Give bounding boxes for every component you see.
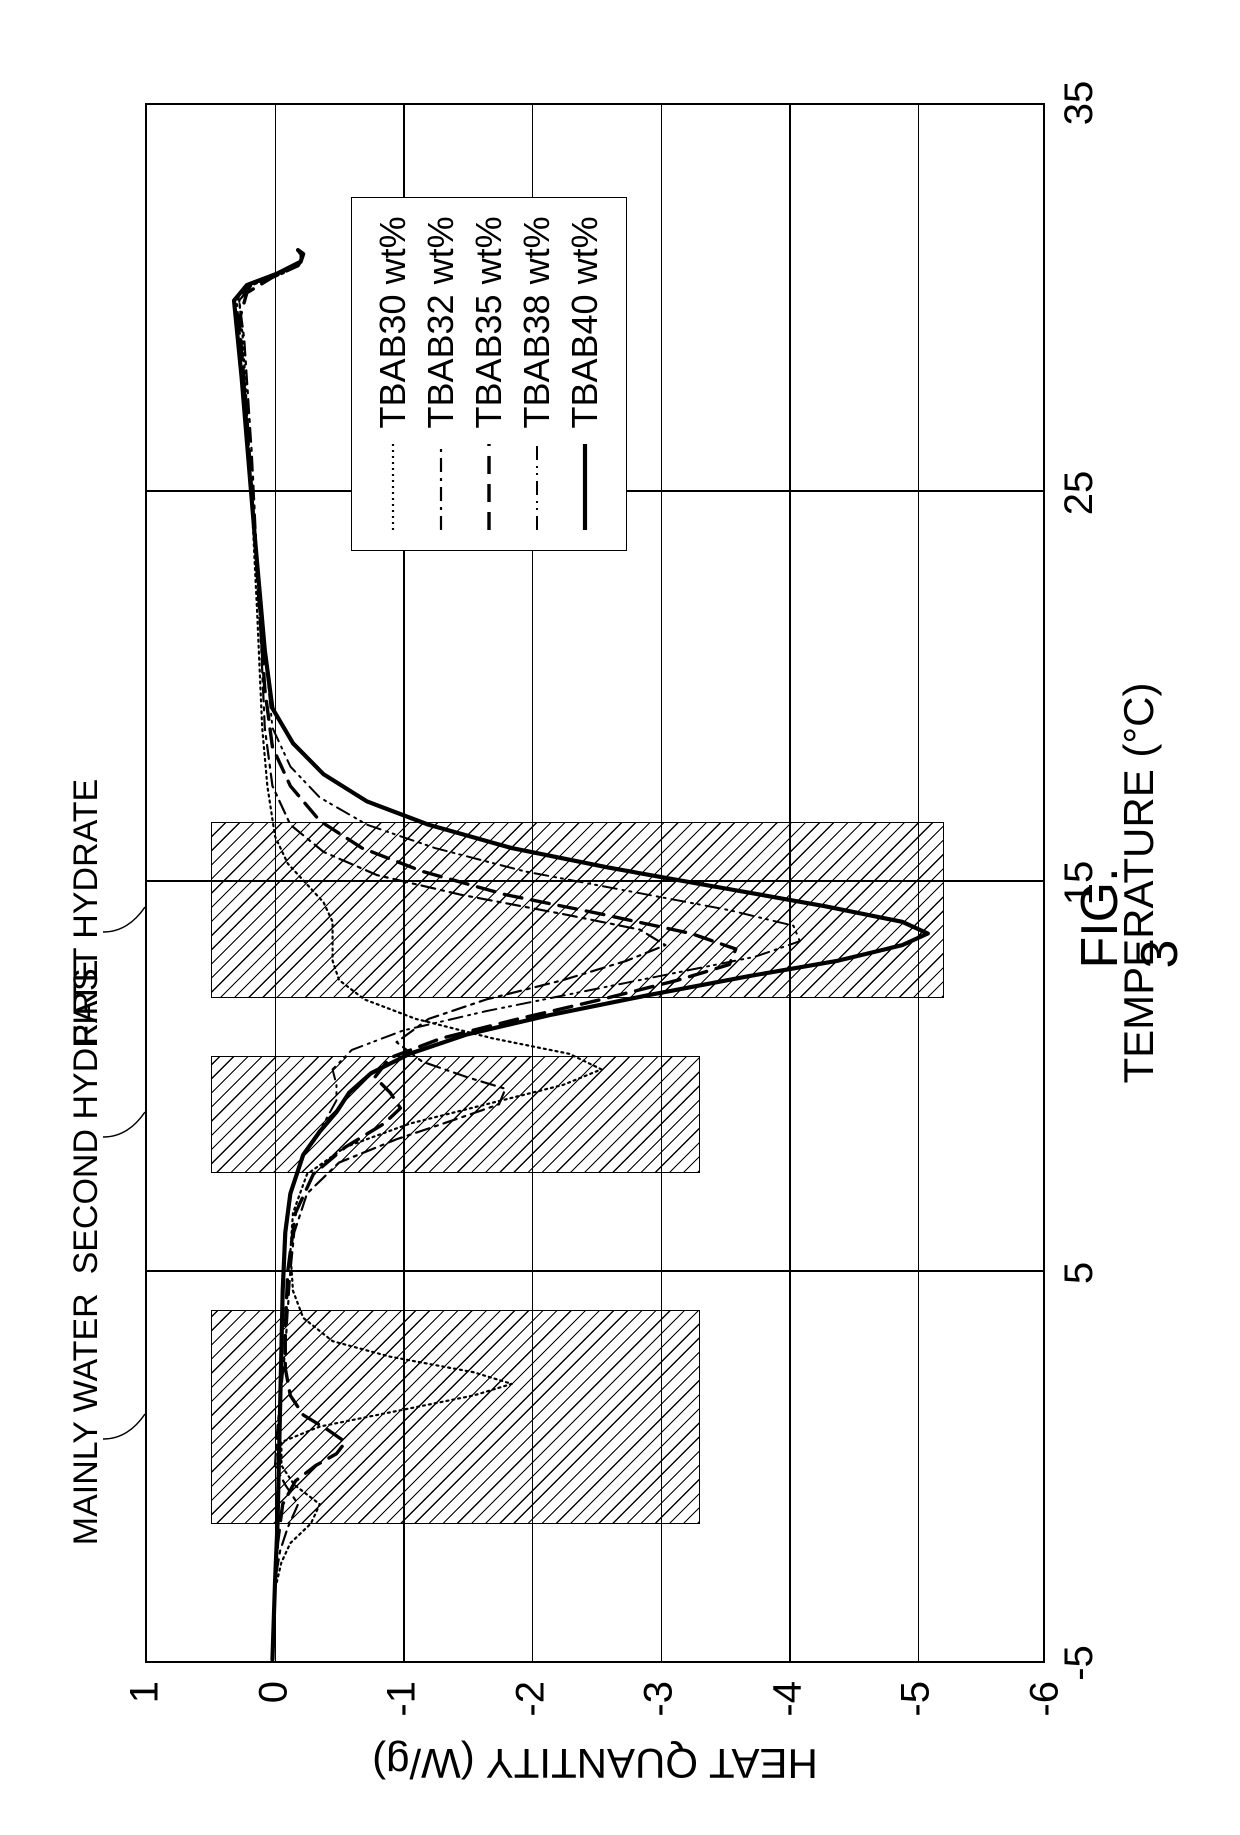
legend-row: TBAB40 wt% xyxy=(564,216,606,532)
legend-row: TBAB35 wt% xyxy=(468,216,510,532)
legend-row: TBAB32 wt% xyxy=(420,216,462,532)
legend-text: TBAB35 wt% xyxy=(468,216,510,428)
y-tick-label: -5 xyxy=(894,1681,939,1717)
band-label: MAINLY WATER xyxy=(67,1293,106,1545)
y-tick-label: -1 xyxy=(380,1681,425,1717)
chart-wrapper: MAINLY WATERSECOND HYDRATEFIRST HYDRATE-… xyxy=(45,43,1195,1793)
legend-row: TBAB30 wt% xyxy=(372,216,414,532)
legend-row: TBAB38 wt% xyxy=(516,216,558,532)
legend-text: TBAB32 wt% xyxy=(420,216,462,428)
pointer-svg xyxy=(103,1389,149,1449)
y-tick-label: -6 xyxy=(1023,1681,1068,1717)
legend-text: TBAB40 wt% xyxy=(564,216,606,428)
x-tick-label: 35 xyxy=(1057,80,1102,125)
band-label: FIRST HYDRATE xyxy=(67,778,106,1045)
y-tick-label: -3 xyxy=(637,1681,682,1717)
y-tick-label: 1 xyxy=(123,1681,168,1703)
figure-title: FIG. 3 xyxy=(1070,867,1190,968)
pointer-svg xyxy=(103,882,149,942)
legend: TBAB30 wt%TBAB32 wt%TBAB35 wt%TBAB38 wt%… xyxy=(351,197,627,551)
legend-swatch xyxy=(523,442,551,532)
y-tick-label: -2 xyxy=(508,1681,553,1717)
y-tick-label: 0 xyxy=(251,1681,296,1703)
legend-swatch xyxy=(379,442,407,532)
legend-text: TBAB38 wt% xyxy=(516,216,558,428)
x-tick-label: -5 xyxy=(1057,1645,1102,1681)
y-tick-label: -4 xyxy=(765,1681,810,1717)
pointer-svg xyxy=(103,1087,149,1147)
legend-swatch xyxy=(571,442,599,532)
y-axis-label: HEAT QUANTITY (W/g) xyxy=(372,1739,818,1787)
legend-text: TBAB30 wt% xyxy=(372,216,414,428)
legend-swatch xyxy=(475,442,503,532)
x-tick-label: 25 xyxy=(1057,470,1102,515)
x-tick-label: 5 xyxy=(1057,1261,1102,1283)
legend-swatch xyxy=(427,442,455,532)
figure-container: MAINLY WATERSECOND HYDRATEFIRST HYDRATE-… xyxy=(40,40,1200,1795)
